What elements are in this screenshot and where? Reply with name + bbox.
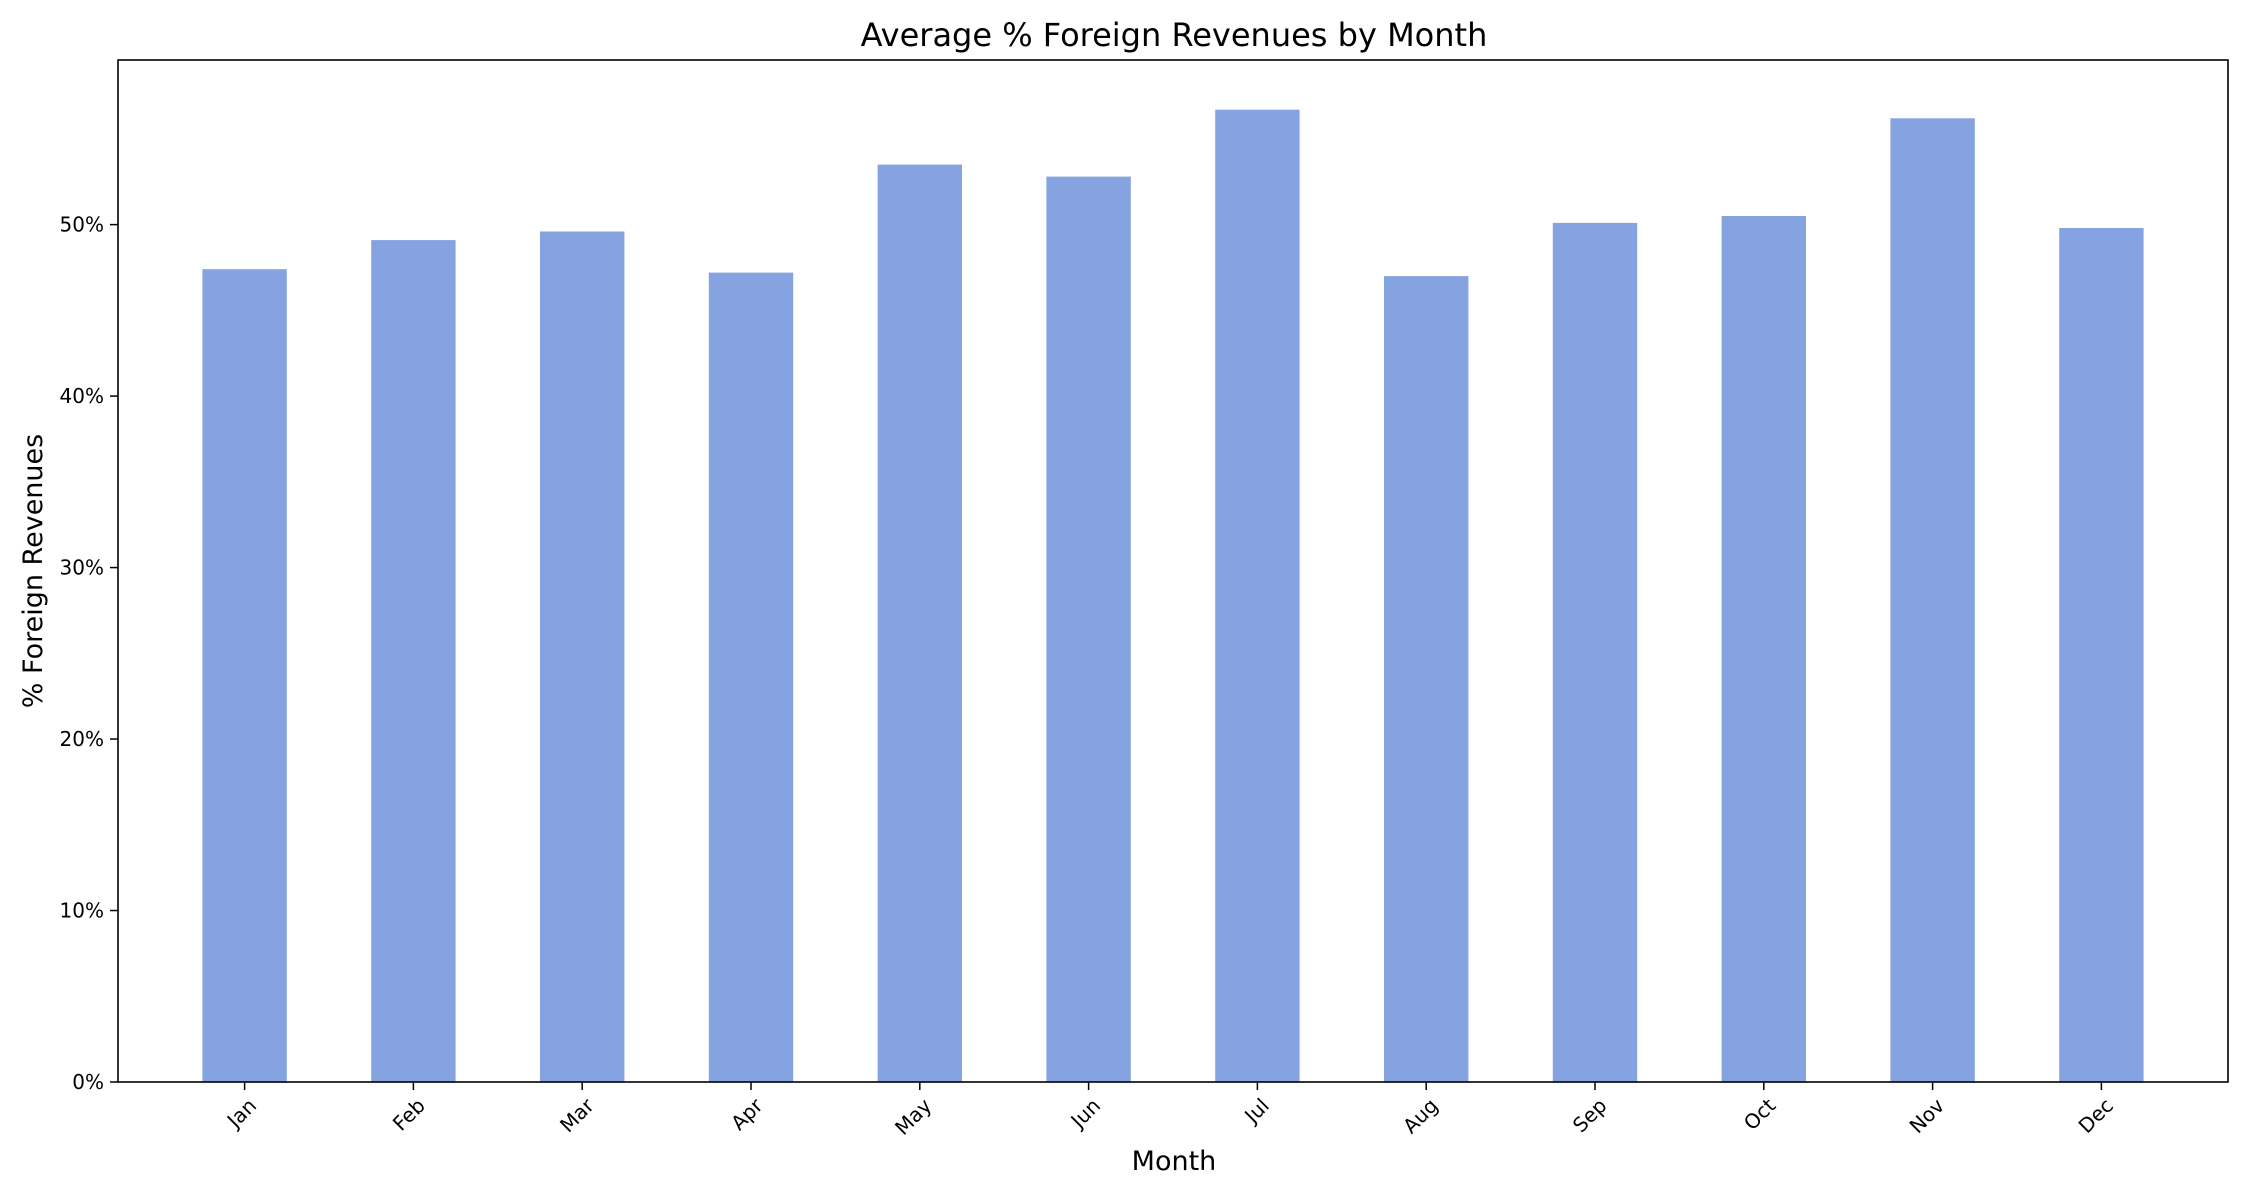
x-tick-label: Mar <box>555 1093 599 1137</box>
bar-jun <box>1046 176 1131 1083</box>
x-axis: Jan Feb Mar Apr May Jun Jul Aug Sep Oct Nov Dec <box>221 1082 2118 1140</box>
bar-dec <box>2059 228 2144 1082</box>
bar-sep <box>1552 222 1638 1082</box>
bar-jan <box>202 269 287 1082</box>
bar-aug <box>1384 276 1469 1083</box>
y-tick-label: 50% <box>60 213 104 237</box>
x-tick-label: Sep <box>1568 1094 1612 1138</box>
bar-apr <box>708 272 794 1083</box>
bars-group <box>202 109 2144 1083</box>
bar-may <box>877 164 962 1083</box>
x-tick-label: Feb <box>388 1094 430 1136</box>
x-tick-label: May <box>890 1093 936 1139</box>
y-tick-label: 40% <box>60 384 104 408</box>
y-tick-label: 30% <box>60 556 104 580</box>
y-tick-label: 0% <box>72 1070 104 1094</box>
y-tick-label: 10% <box>60 899 104 923</box>
x-tick-label: Jun <box>1065 1094 1105 1134</box>
x-tick-label: Aug <box>1398 1094 1443 1139</box>
x-axis-label: Month <box>1132 1146 1217 1177</box>
x-tick-label: Oct <box>1739 1093 1781 1135</box>
y-axis: 0% 10% 20% 30% 40% 50% <box>60 213 118 1094</box>
bar-mar <box>540 231 625 1082</box>
x-tick-label: Nov <box>1905 1093 1950 1138</box>
y-tick-label: 20% <box>60 727 104 751</box>
chart-title: Average % Foreign Revenues by Month <box>861 16 1488 54</box>
x-tick-label: Jul <box>1238 1094 1273 1129</box>
y-axis-label: % Foreign Revenues <box>18 434 49 708</box>
plot-frame <box>117 59 2229 1083</box>
bar-nov <box>1890 118 1975 1083</box>
bar-jul <box>1215 109 1300 1082</box>
x-tick-label: Dec <box>2074 1094 2118 1138</box>
x-tick-label: Apr <box>726 1093 768 1135</box>
bar-feb <box>371 240 456 1083</box>
bar-oct <box>1721 216 1806 1082</box>
x-tick-label: Jan <box>221 1094 261 1134</box>
